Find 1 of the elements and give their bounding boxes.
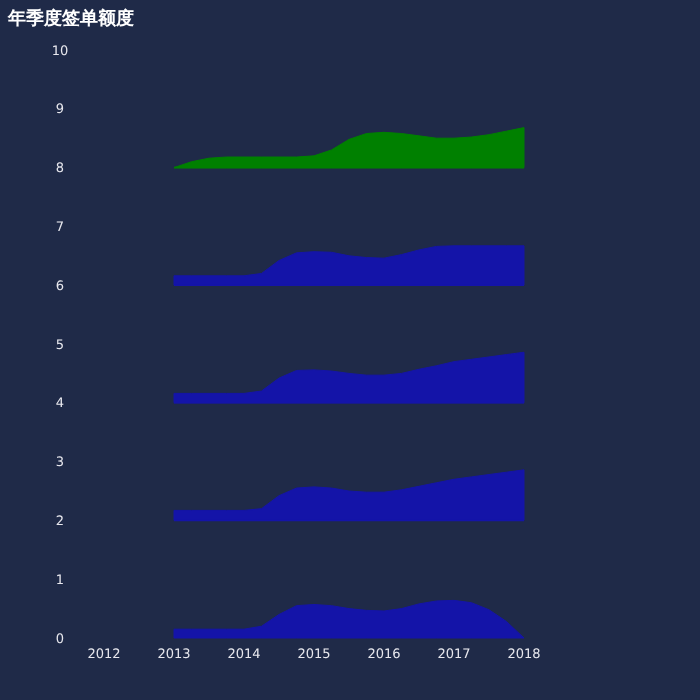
title: 年季度签单额度 [8, 10, 134, 30]
